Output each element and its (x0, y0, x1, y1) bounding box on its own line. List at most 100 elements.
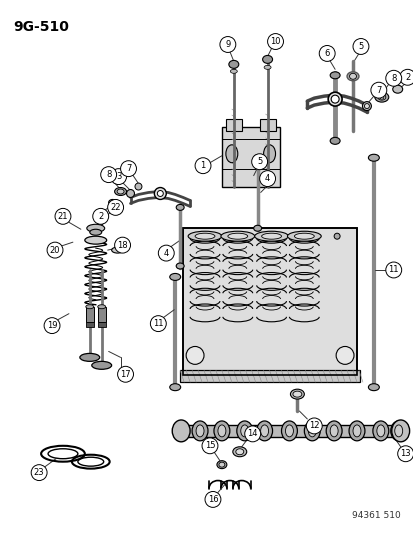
Ellipse shape (186, 346, 204, 365)
Text: 10: 10 (270, 37, 280, 46)
Ellipse shape (230, 69, 237, 74)
Text: 9G-510: 9G-510 (13, 20, 69, 34)
Ellipse shape (308, 425, 316, 437)
Text: 1: 1 (200, 161, 205, 170)
Ellipse shape (260, 425, 268, 437)
Ellipse shape (304, 421, 320, 441)
Text: 4: 4 (264, 174, 270, 183)
Ellipse shape (330, 138, 339, 144)
Text: 20: 20 (50, 246, 60, 255)
Circle shape (219, 37, 235, 52)
Ellipse shape (377, 94, 385, 100)
Polygon shape (221, 127, 279, 187)
Circle shape (44, 318, 60, 334)
Circle shape (306, 418, 321, 434)
Ellipse shape (392, 85, 402, 93)
Bar (85, 306, 93, 321)
Ellipse shape (285, 425, 293, 437)
Text: 8: 8 (390, 74, 396, 83)
Circle shape (93, 208, 108, 224)
Circle shape (385, 70, 401, 86)
Bar (180, 370, 359, 382)
Text: 4: 4 (163, 248, 169, 257)
Ellipse shape (90, 229, 102, 235)
Text: 5: 5 (358, 42, 363, 51)
Text: 18: 18 (117, 240, 128, 249)
Circle shape (244, 426, 260, 442)
Ellipse shape (176, 263, 184, 269)
Ellipse shape (253, 225, 261, 231)
Text: 22: 22 (110, 203, 121, 212)
Ellipse shape (368, 154, 378, 161)
Ellipse shape (263, 145, 275, 163)
Ellipse shape (154, 188, 166, 199)
Ellipse shape (225, 145, 237, 163)
Ellipse shape (228, 60, 238, 68)
Ellipse shape (372, 421, 388, 441)
Ellipse shape (218, 462, 224, 467)
Ellipse shape (126, 190, 134, 197)
Ellipse shape (346, 72, 358, 81)
Text: 5: 5 (256, 157, 262, 166)
Text: 17: 17 (120, 370, 131, 379)
Circle shape (399, 69, 413, 85)
Text: 14: 14 (247, 430, 257, 438)
Ellipse shape (192, 421, 207, 441)
Ellipse shape (330, 95, 338, 103)
Ellipse shape (325, 421, 341, 441)
Circle shape (107, 199, 123, 215)
Circle shape (370, 82, 386, 98)
Circle shape (55, 208, 71, 224)
Circle shape (385, 262, 401, 278)
Circle shape (150, 316, 166, 332)
Ellipse shape (335, 346, 353, 365)
Ellipse shape (263, 66, 271, 69)
Ellipse shape (235, 449, 243, 455)
Bar (97, 306, 105, 321)
Ellipse shape (262, 55, 272, 63)
Ellipse shape (253, 155, 261, 161)
Ellipse shape (330, 72, 339, 79)
Bar (259, 119, 275, 131)
Ellipse shape (117, 189, 124, 194)
Ellipse shape (290, 389, 304, 399)
Ellipse shape (254, 231, 288, 241)
Text: 16: 16 (207, 495, 218, 504)
Text: 9: 9 (225, 40, 230, 49)
Ellipse shape (97, 215, 103, 225)
Ellipse shape (352, 425, 360, 437)
Text: 19: 19 (47, 321, 57, 330)
Circle shape (251, 154, 267, 169)
Bar (85, 321, 93, 327)
Ellipse shape (169, 384, 180, 391)
Ellipse shape (97, 305, 105, 309)
Ellipse shape (374, 92, 388, 102)
Text: 12: 12 (308, 422, 319, 431)
Circle shape (47, 242, 63, 258)
Ellipse shape (376, 425, 384, 437)
Ellipse shape (232, 447, 246, 457)
Ellipse shape (361, 102, 370, 110)
Ellipse shape (176, 205, 184, 211)
Ellipse shape (214, 421, 229, 441)
Ellipse shape (87, 224, 104, 232)
Bar (183, 228, 356, 375)
Ellipse shape (256, 421, 272, 441)
Ellipse shape (236, 421, 252, 441)
Ellipse shape (157, 190, 163, 197)
Ellipse shape (188, 231, 221, 241)
Text: 94361 510: 94361 510 (351, 511, 400, 520)
Circle shape (202, 438, 217, 454)
Bar (225, 119, 241, 131)
Ellipse shape (349, 74, 356, 79)
Ellipse shape (85, 305, 93, 309)
Ellipse shape (261, 233, 281, 239)
Bar (97, 321, 105, 327)
Ellipse shape (135, 183, 142, 190)
Circle shape (114, 237, 130, 253)
Text: 7: 7 (126, 164, 131, 173)
Ellipse shape (112, 247, 123, 253)
Text: 2: 2 (98, 212, 103, 221)
Text: 6: 6 (324, 49, 329, 58)
Circle shape (352, 38, 368, 54)
